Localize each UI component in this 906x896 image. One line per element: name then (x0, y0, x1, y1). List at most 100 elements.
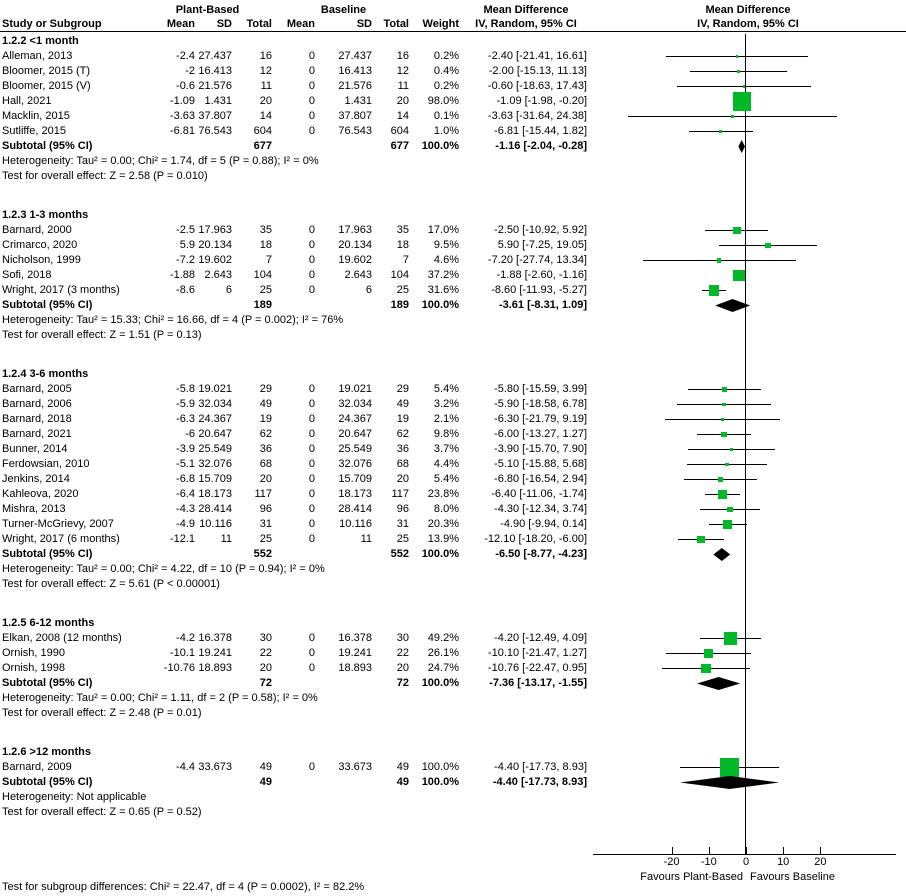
mean2-cell: 0 (308, 80, 315, 92)
sd2-cell: 32.034 (338, 398, 372, 410)
ci-plot (590, 457, 906, 472)
mean1-cell: -4.2 (176, 632, 195, 644)
mean2-cell: 0 (308, 503, 315, 515)
effect-marker (717, 489, 727, 500)
sd1-header: SD (216, 18, 232, 30)
sd2-cell: 20.134 (338, 239, 372, 251)
sd2-cell: 18.893 (338, 662, 372, 674)
subtotal-row: Subtotal (95% CI) 49 49 100.0% -4.40 [-17.73… (0, 775, 906, 790)
subgroup-label: 1.2.2 <1 month (2, 35, 79, 47)
ci-plot (590, 631, 906, 646)
sd2-cell: 16.378 (338, 632, 372, 644)
mean1-cell: -5.8 (176, 383, 195, 395)
axis-tick (671, 847, 673, 854)
ci-plot (590, 397, 906, 412)
sd1-cell: 37.807 (198, 110, 232, 122)
ci-plot (590, 532, 906, 547)
total1-cell: 20 (259, 473, 272, 485)
ci-text-cell: -10.76 [-22.47, 0.95] (487, 662, 587, 674)
ci-plot (590, 79, 906, 94)
ci-text-cell: -8.60 [-11.93, -5.27] (491, 284, 587, 296)
study-row: Barnard, 2018 -6.3 24.367 19 0 24.367 19 2.1% -6… (0, 412, 906, 427)
sd2-cell (318, 139, 375, 154)
subtotal-label: Subtotal (95% CI) (2, 677, 93, 689)
favours-left-label: Favours Plant-Based (640, 871, 743, 883)
overall-effect-text: Test for overall effect: Z = 2.48 (P = 0… (2, 707, 202, 719)
ci-plot (590, 64, 906, 79)
subtotal-label: Subtotal (95% CI) (2, 299, 93, 311)
study-name: Barnard, 2006 (2, 398, 72, 410)
effect-marker (723, 631, 738, 646)
sd1-cell (198, 775, 235, 790)
heterogeneity-text: Heterogeneity: Tau² = 15.33; Chi² = 16.6… (2, 314, 344, 326)
ci-plot (590, 487, 906, 502)
x-axis: Favours Plant-Based Favours Baseline -20… (590, 846, 906, 890)
mean2-header: Mean (286, 18, 315, 30)
study-row: Macklin, 2015 -3.63 37.807 14 0 37.807 14 0.1% -… (0, 109, 906, 124)
sd1-cell: 21.576 (198, 80, 232, 92)
total1-cell: 104 (253, 269, 272, 281)
sd2-cell: 20.647 (338, 428, 372, 440)
study-row: Nicholson, 1999 -7.2 19.602 7 0 19.602 7 4.6% -7… (0, 253, 906, 268)
sd2-cell: 33.673 (338, 761, 372, 773)
ci-plot (590, 223, 906, 238)
favours-right-label: Favours Baseline (750, 871, 835, 883)
mean2-cell (275, 298, 318, 313)
effect-marker (723, 520, 733, 529)
study-name: Sutliffe, 2015 (2, 125, 67, 137)
mean1-cell (140, 298, 198, 313)
mean1-cell: -1.09 (169, 95, 195, 107)
mean1-header: Mean (166, 18, 195, 30)
study-row: Bunner, 2014 -3.9 25.549 36 0 25.549 36 3.7% -3.… (0, 442, 906, 457)
sd2-cell: 2.643 (344, 269, 372, 281)
mean1-cell: -12.1 (169, 533, 195, 545)
subgroup-label: 1.2.5 6-12 months (2, 617, 95, 629)
subtotal-label: Subtotal (95% CI) (2, 140, 93, 152)
total1-cell: 35 (259, 224, 272, 236)
ci-text-cell: -2.00 [-15.13, 11.13] (488, 65, 587, 77)
effect-marker (725, 462, 730, 467)
axis-tick-label: 0 (742, 856, 750, 868)
total2-cell: 12 (396, 65, 409, 77)
ci-plot (590, 442, 906, 457)
study-name: Barnard, 2018 (2, 413, 72, 425)
mean1-cell: -3.63 (169, 110, 195, 122)
heterogeneity-text: Heterogeneity: Tau² = 0.00; Chi² = 1.74,… (2, 155, 319, 167)
mean1-cell: -4.4 (176, 761, 195, 773)
heterogeneity-text: Heterogeneity: Not applicable (2, 791, 147, 803)
total2-cell: 20 (396, 473, 409, 485)
axis-tick (746, 847, 747, 854)
ci-text-cell: -4.30 [-12.34, 3.74] (494, 503, 587, 515)
ci-plot (590, 758, 906, 777)
sd1-cell: 18.173 (198, 488, 232, 500)
total2-cell: 20 (396, 662, 409, 674)
effect-marker (735, 55, 739, 58)
ci-plot (590, 661, 906, 676)
study-row: Crimarco, 2020 5.9 20.134 18 0 20.134 18 9.5% 5.… (0, 238, 906, 253)
subtotal-diamond (715, 299, 751, 312)
effect-marker (720, 431, 727, 438)
total1-cell: 68 (259, 458, 272, 470)
mean1-cell: -6.4 (176, 488, 195, 500)
sd1-cell: 10.116 (199, 518, 232, 530)
total2-cell: 49 (396, 398, 409, 410)
study-name: Mishra, 2013 (2, 503, 66, 515)
study-row: Hall, 2021 -1.09 1.431 20 0 1.431 20 98.0% -1.09… (0, 92, 906, 111)
effect-marker (737, 70, 740, 73)
ci-plot (590, 382, 906, 397)
method-header-plot: IV, Random, 95% CI (697, 18, 799, 30)
subgroup-block: 1.2.4 3-6 months Barnard, 2005 -5.8 19.021 2… (0, 367, 906, 592)
sd1-cell: 2.643 (204, 269, 232, 281)
subtotal-plot (590, 547, 906, 562)
ci-text-cell: -4.90 [-9.94, 0.14] (500, 518, 587, 530)
ci-plot (590, 109, 906, 124)
ci-text-cell: -5.10 [-15.88, 5.68] (494, 458, 587, 470)
total2-cell: 104 (390, 269, 409, 281)
ci-text-cell: -6.80 [-16.54, 2.94] (494, 473, 587, 485)
weight-cell: 98.0% (427, 95, 459, 107)
subtotal-plot (590, 676, 906, 691)
ci-text-cell: -3.61 [-8.31, 1.09] (498, 299, 587, 311)
sd2-cell: 32.076 (338, 458, 372, 470)
effect-marker (719, 130, 722, 133)
